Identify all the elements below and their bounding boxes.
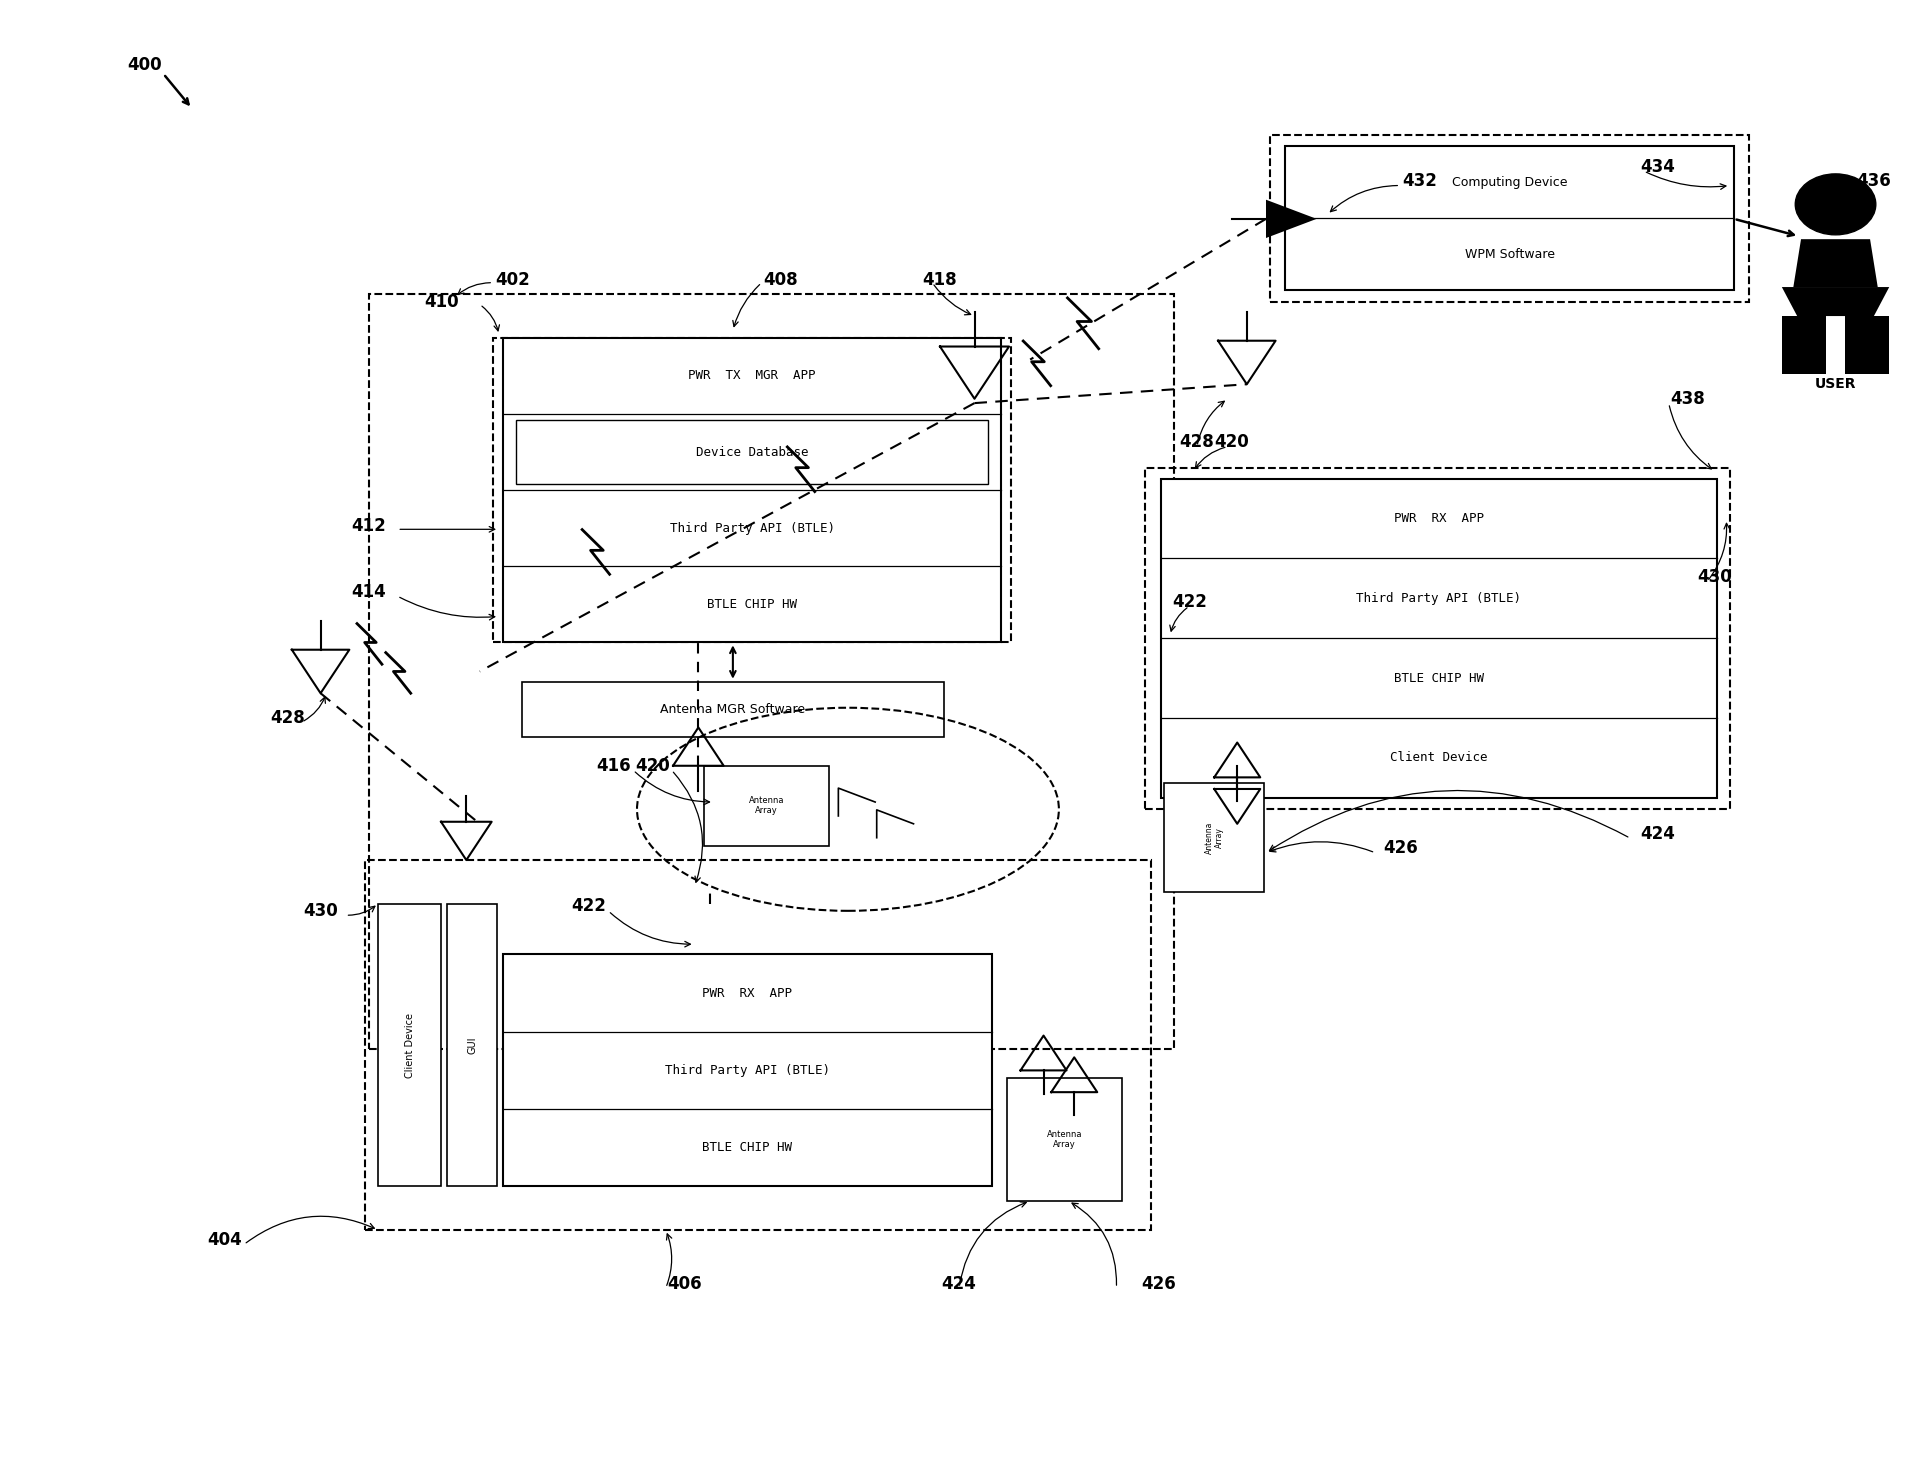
Text: 432: 432 bbox=[1402, 172, 1437, 190]
Text: Third Party API (BTLE): Third Party API (BTLE) bbox=[664, 1064, 830, 1077]
Text: 404: 404 bbox=[208, 1231, 243, 1249]
Text: 418: 418 bbox=[923, 271, 957, 289]
Text: 412: 412 bbox=[351, 518, 385, 535]
Text: 430: 430 bbox=[302, 902, 337, 919]
FancyBboxPatch shape bbox=[1007, 1078, 1123, 1201]
Text: USER: USER bbox=[1814, 378, 1857, 391]
Polygon shape bbox=[1782, 287, 1889, 317]
Text: BTLE CHIP HW: BTLE CHIP HW bbox=[703, 1141, 792, 1154]
Text: Antenna
Array: Antenna Array bbox=[1048, 1129, 1082, 1150]
Text: PWR  RX  APP: PWR RX APP bbox=[1394, 512, 1483, 525]
Text: 406: 406 bbox=[668, 1275, 703, 1293]
Text: PWR  RX  APP: PWR RX APP bbox=[703, 986, 792, 999]
Text: Antenna
Array: Antenna Array bbox=[1204, 821, 1223, 854]
Text: 420: 420 bbox=[636, 757, 670, 775]
FancyBboxPatch shape bbox=[377, 903, 441, 1186]
FancyBboxPatch shape bbox=[705, 766, 828, 846]
Text: 428: 428 bbox=[1179, 433, 1213, 451]
Text: Third Party API (BTLE): Third Party API (BTLE) bbox=[670, 522, 834, 534]
Text: 424: 424 bbox=[1639, 824, 1674, 843]
Text: 428: 428 bbox=[272, 709, 306, 727]
Text: 438: 438 bbox=[1670, 390, 1705, 407]
Text: 436: 436 bbox=[1857, 172, 1891, 190]
Text: WPM Software: WPM Software bbox=[1464, 248, 1554, 261]
FancyBboxPatch shape bbox=[1285, 146, 1733, 290]
Text: 426: 426 bbox=[1383, 839, 1418, 858]
Text: GUI: GUI bbox=[468, 1036, 478, 1053]
FancyBboxPatch shape bbox=[503, 954, 992, 1186]
Text: 430: 430 bbox=[1697, 568, 1731, 587]
Text: Third Party API (BTLE): Third Party API (BTLE) bbox=[1356, 592, 1522, 604]
Text: 426: 426 bbox=[1142, 1275, 1177, 1293]
FancyBboxPatch shape bbox=[1161, 479, 1716, 798]
Text: 414: 414 bbox=[351, 582, 385, 601]
Text: 420: 420 bbox=[1213, 433, 1248, 451]
FancyBboxPatch shape bbox=[503, 338, 1002, 642]
FancyBboxPatch shape bbox=[447, 903, 497, 1186]
Text: Antenna
Array: Antenna Array bbox=[749, 797, 784, 816]
Text: 434: 434 bbox=[1639, 158, 1674, 175]
FancyBboxPatch shape bbox=[1165, 783, 1263, 891]
Text: BTLE CHIP HW: BTLE CHIP HW bbox=[707, 598, 797, 611]
Polygon shape bbox=[1845, 317, 1889, 374]
Text: 422: 422 bbox=[572, 897, 607, 915]
Text: Antenna MGR Software: Antenna MGR Software bbox=[661, 703, 805, 716]
Polygon shape bbox=[1793, 239, 1878, 287]
Text: BTLE CHIP HW: BTLE CHIP HW bbox=[1394, 671, 1483, 684]
FancyBboxPatch shape bbox=[522, 681, 944, 737]
Text: 422: 422 bbox=[1171, 592, 1208, 611]
Polygon shape bbox=[1265, 200, 1317, 238]
Text: 424: 424 bbox=[942, 1275, 976, 1293]
Text: 400: 400 bbox=[127, 55, 162, 74]
Text: Client Device: Client Device bbox=[1391, 751, 1487, 765]
Text: 408: 408 bbox=[763, 271, 797, 289]
Text: Computing Device: Computing Device bbox=[1452, 175, 1568, 188]
Circle shape bbox=[1795, 174, 1876, 235]
Text: Device Database: Device Database bbox=[695, 445, 809, 458]
Text: 410: 410 bbox=[424, 293, 458, 311]
Text: PWR  TX  MGR  APP: PWR TX MGR APP bbox=[688, 369, 817, 382]
Polygon shape bbox=[1782, 317, 1826, 374]
Text: Client Device: Client Device bbox=[404, 1013, 414, 1078]
Text: 402: 402 bbox=[495, 271, 530, 289]
Text: 416: 416 bbox=[597, 757, 632, 775]
